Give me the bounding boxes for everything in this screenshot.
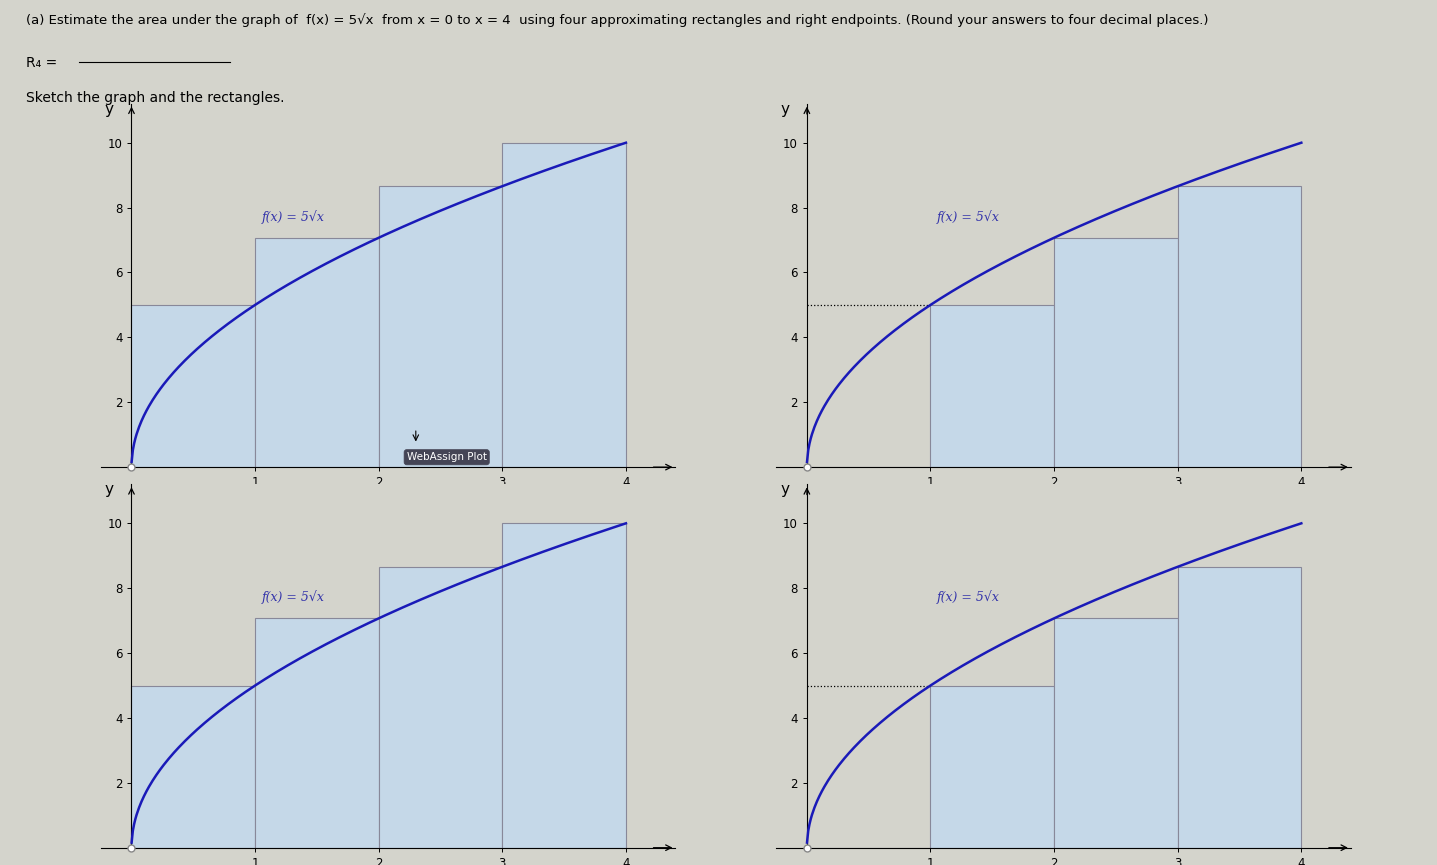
Text: x: x <box>1341 486 1349 502</box>
Text: f(x) = 5√x: f(x) = 5√x <box>262 591 325 604</box>
Bar <box>931 685 1055 848</box>
Text: y: y <box>105 483 114 497</box>
Text: Sketch the graph and the rectangles.: Sketch the graph and the rectangles. <box>26 91 285 105</box>
Text: f(x) = 5√x: f(x) = 5√x <box>262 210 325 223</box>
Bar <box>132 304 256 467</box>
Bar <box>503 523 627 848</box>
Bar <box>132 685 256 848</box>
Text: f(x) = 5√x: f(x) = 5√x <box>937 591 1000 604</box>
Bar <box>931 304 1055 467</box>
Text: (a) Estimate the area under the graph of  f(x) = 5√x  from x = 0 to x = 4  using: (a) Estimate the area under the graph of… <box>26 13 1209 27</box>
Bar <box>503 143 627 467</box>
Text: x: x <box>665 486 674 502</box>
Bar <box>256 238 379 467</box>
Bar <box>1178 186 1302 467</box>
Text: WebAssign Plot: WebAssign Plot <box>407 452 487 462</box>
Text: y: y <box>780 102 789 117</box>
Text: R₄ =: R₄ = <box>26 56 57 70</box>
Bar <box>1055 238 1178 467</box>
Bar <box>1055 618 1178 848</box>
Text: y: y <box>105 102 114 117</box>
Bar <box>256 618 379 848</box>
Text: f(x) = 5√x: f(x) = 5√x <box>937 210 1000 223</box>
Text: y: y <box>780 483 789 497</box>
Bar <box>379 186 503 467</box>
Bar <box>1178 567 1302 848</box>
Bar <box>379 567 503 848</box>
